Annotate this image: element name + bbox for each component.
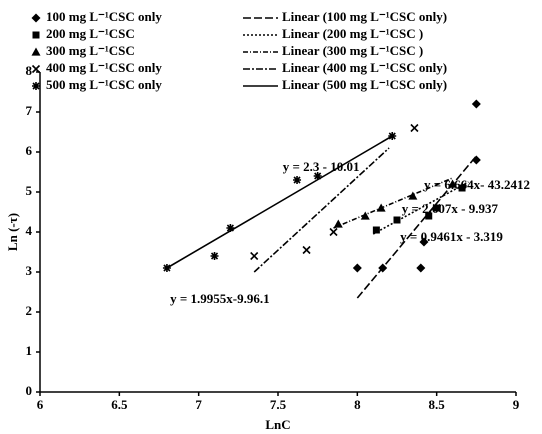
legend-marker [32, 82, 40, 90]
point [388, 132, 397, 140]
legend-label: 500 mg L⁻¹CSC only [46, 77, 162, 92]
legend-label: Linear (100 mg L⁻¹CSC only) [282, 9, 447, 24]
x-tick-label: 7.5 [270, 397, 287, 412]
y-tick-label: 1 [26, 343, 33, 358]
legend-marker [31, 47, 41, 56]
point [329, 227, 338, 237]
legend-label: 100 mg L⁻¹CSC only [46, 9, 162, 24]
point [226, 224, 235, 232]
point [471, 99, 481, 109]
point [313, 172, 322, 180]
x-axis-label: LnC [265, 417, 290, 432]
y-tick-label: 5 [26, 183, 33, 198]
annotation: y = 0.9461x - 3.319 [400, 229, 503, 244]
y-tick-label: 7 [26, 103, 33, 118]
point [448, 179, 458, 188]
y-tick-label: 6 [26, 143, 33, 158]
x-tick-label: 9 [513, 397, 520, 412]
y-tick-label: 0 [26, 383, 33, 398]
legend-marker [31, 13, 41, 23]
point [471, 155, 481, 165]
legend-marker [31, 64, 41, 74]
x-tick-label: 8.5 [429, 397, 446, 412]
x-tick-label: 6.5 [111, 397, 128, 412]
x-tick-label: 6 [37, 397, 44, 412]
point [352, 263, 362, 273]
trend-line [356, 155, 477, 299]
annotation: y = 2.3 - 10.01 [283, 159, 360, 174]
point [293, 176, 302, 184]
trend-line [166, 135, 393, 269]
point [210, 252, 219, 260]
legend-label: 400 mg L⁻¹CSC only [46, 60, 162, 75]
point [425, 212, 433, 220]
y-tick-label: 4 [26, 223, 33, 238]
y-tick-label: 2 [26, 303, 33, 318]
y-tick-label: 3 [26, 263, 33, 278]
legend-label: 300 mg L⁻¹CSC [46, 43, 135, 58]
point [250, 251, 259, 261]
point [393, 216, 401, 224]
point [162, 264, 171, 272]
legend-label: Linear (500 mg L⁻¹CSC only) [282, 77, 447, 92]
point [416, 263, 426, 273]
point [410, 123, 419, 133]
y-axis-label: Ln (-τ) [5, 213, 20, 251]
point [408, 191, 418, 200]
point [432, 203, 441, 213]
trend-line [253, 147, 390, 273]
y-tick-label: 8 [26, 63, 33, 78]
trend-line [333, 177, 453, 229]
legend-label: Linear (400 mg L⁻¹CSC only) [282, 60, 447, 75]
legend-label: Linear (200 mg L⁻¹CSC ) [282, 26, 423, 41]
point [376, 203, 386, 212]
point [372, 226, 380, 234]
annotation: y = 1.9955x-9.96.1 [170, 291, 270, 306]
legend-label: 200 mg L⁻¹CSC [46, 26, 135, 41]
point [378, 263, 388, 273]
x-tick-label: 8 [354, 397, 361, 412]
point [458, 184, 466, 192]
annotation: y = 6.664x- 43.2412 [424, 177, 530, 192]
legend-label: Linear (300 mg L⁻¹CSC ) [282, 43, 423, 58]
point [360, 211, 370, 220]
point [333, 219, 343, 228]
x-tick-label: 7 [195, 397, 202, 412]
legend-marker [32, 31, 40, 39]
point [419, 237, 429, 247]
point [302, 245, 311, 255]
annotation: y = 2.607x - 9.937 [402, 201, 499, 216]
